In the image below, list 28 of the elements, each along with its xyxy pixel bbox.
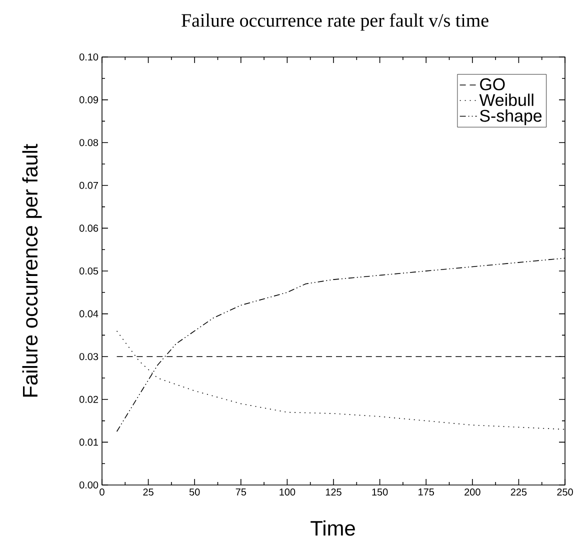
x-tick-label: 100 xyxy=(280,488,296,496)
legend-label: S-shape xyxy=(480,109,542,126)
x-tick-label: 75 xyxy=(236,488,246,496)
y-tick-label: 0.01 xyxy=(79,438,98,446)
x-tick-label: 175 xyxy=(418,488,434,496)
legend-label: Weibull xyxy=(479,94,534,106)
y-tick-label: 0.05 xyxy=(79,267,98,275)
x-tick-label: 0 xyxy=(100,488,104,496)
x-tick-label: 50 xyxy=(189,488,200,496)
x-tick-label: 200 xyxy=(464,488,480,496)
y-tick-label: 0.04 xyxy=(79,310,98,318)
x-tick-label: 25 xyxy=(143,488,154,496)
y-tick-label: 0.07 xyxy=(79,182,98,189)
y-axis-title: Failure occurrence per fault xyxy=(22,144,42,397)
y-tick-label: 0.03 xyxy=(79,353,98,360)
y-tick-label: 0.06 xyxy=(79,224,98,232)
y-tick-label: 0.02 xyxy=(79,396,98,403)
legend-label: GO xyxy=(480,78,505,90)
y-tick-label: 0.09 xyxy=(79,96,98,104)
x-tick-label: 125 xyxy=(326,488,342,496)
x-axis-title: Time xyxy=(310,520,355,536)
x-tick-label: 250 xyxy=(557,488,573,496)
x-tick-label: 225 xyxy=(510,488,527,496)
chart-title: Failure occurrence rate per fault v/s time xyxy=(182,13,488,31)
y-tick-label: 0.08 xyxy=(79,139,98,146)
x-tick-label: 150 xyxy=(372,488,388,496)
y-tick-label: 0.00 xyxy=(79,481,98,489)
y-tick-label: 0.10 xyxy=(79,53,98,61)
